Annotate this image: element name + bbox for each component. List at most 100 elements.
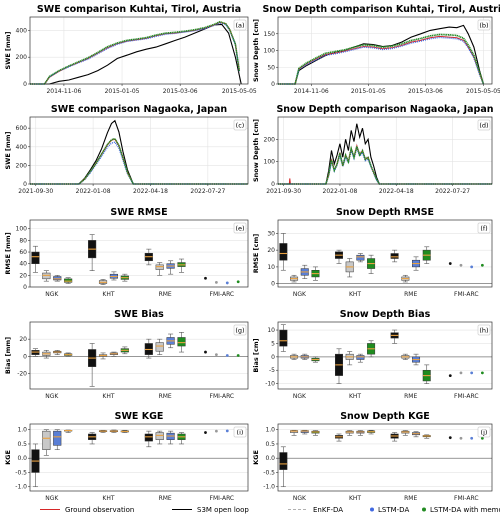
tick-label-x: 2015-05-05 <box>466 88 500 95</box>
category-label: FMI-ARC <box>454 393 479 400</box>
box-body <box>42 272 51 280</box>
tick-label-x: 2014-11-06 <box>294 88 329 95</box>
box-enkf <box>401 353 410 360</box>
panel-title: SWE RMSE <box>110 207 167 218</box>
category-label: KHT <box>349 291 361 298</box>
point-enkf <box>214 280 218 284</box>
point-s3m <box>204 431 207 434</box>
box-enkf <box>98 279 108 285</box>
legend-label: S3M open loop <box>197 506 249 514</box>
box-lstm_mem <box>311 356 320 363</box>
box-enkf <box>155 338 164 355</box>
tick-label-y: 0 <box>23 81 27 88</box>
tick-label-y: 400 <box>16 27 28 34</box>
box-s3m <box>334 433 343 442</box>
box-s3m <box>144 248 153 266</box>
series-line-lstm <box>278 146 492 185</box>
panel-title: SWE comparison Kuhtai, Tirol, Austria <box>37 4 241 15</box>
tick-label-y: 0.0 <box>265 455 275 462</box>
box-s3m <box>144 430 153 448</box>
box-lstm <box>300 353 309 360</box>
box-s3m <box>334 348 343 384</box>
series-line-enkf <box>30 137 248 185</box>
box-body <box>155 264 164 270</box>
tick-label-y: 1.0 <box>265 427 275 434</box>
axis-label-y: Snow Depth [cm] <box>252 19 260 82</box>
box-lstm <box>412 256 421 271</box>
panel-f: Snow Depth RMSE RMSE [cm] 0 10 20 30 NGK KHT RME… <box>252 207 493 298</box>
tick-label-y: -20 <box>17 371 27 378</box>
tick-label-y: 400 <box>16 144 28 151</box>
plot-frame <box>29 116 249 185</box>
axis-label-y: Bias [cm] <box>252 338 260 372</box>
panel-label: (g) <box>235 327 244 335</box>
axis-label-y: KGE <box>4 450 12 465</box>
tick-label-x: 2015-01-05 <box>351 88 386 95</box>
axis-label-y: SWE [mm] <box>4 131 12 169</box>
tick-label-y: 10 <box>267 327 275 334</box>
tick-label-y: 200 <box>264 136 276 143</box>
category-label: KHT <box>349 393 361 400</box>
panel-i: SWE KGE KGE -1.0 -0.5 0.0 0.5 1.0 NGK KHT RME FMI-… <box>4 411 249 502</box>
panel-label-box <box>233 119 247 131</box>
category-label: FMI-ARC <box>454 495 479 502</box>
series-line-enkf <box>278 143 492 185</box>
box-lstm_mem <box>367 340 376 358</box>
box-body <box>279 452 288 470</box>
panel-j: Snow Depth KGE KGE -1.0 -0.5 0.0 0.5 1.0 NGK KHT… <box>252 411 493 502</box>
tick-label-y: 20 <box>19 272 27 279</box>
plot-frame <box>277 423 493 492</box>
series-line-s3m <box>30 119 248 185</box>
tick-label-x: 2022-04-18 <box>379 188 414 195</box>
box-body <box>279 243 288 261</box>
series-line-lstm <box>30 141 248 185</box>
box-s3m <box>88 432 97 445</box>
plot-frame <box>277 116 493 185</box>
series-line-lstm_mem <box>278 33 485 85</box>
box-lstm_mem <box>64 429 73 433</box>
series-line-lstm_mem <box>30 20 241 85</box>
panel-title: Snow Depth Bias <box>340 309 431 320</box>
panel-label: (f) <box>480 225 487 233</box>
box-s3m <box>144 338 153 359</box>
plot-frame <box>277 16 493 85</box>
box-s3m <box>334 249 343 264</box>
box-lstm_mem <box>311 266 320 281</box>
box-s3m <box>390 249 399 263</box>
tick-label-y: 20 <box>267 247 275 254</box>
category-label: KHT <box>102 291 114 298</box>
panel-label: (d) <box>479 122 488 130</box>
panel-label: (h) <box>479 327 488 335</box>
panel-label: (i) <box>237 429 244 437</box>
axis-label-y: KGE <box>252 450 260 465</box>
panel-title: Snow Depth KGE <box>340 411 430 422</box>
box-lstm <box>53 275 62 282</box>
box-lstm_mem <box>177 332 186 353</box>
series-line-s3m <box>30 23 242 85</box>
point-s3m <box>448 262 452 265</box>
panel-title: Snow Depth comparison Nagaoka, Japan <box>276 104 493 115</box>
tick-label-y: 5 <box>271 340 275 347</box>
series-line-lstm_mem <box>30 137 248 185</box>
panel-title: Snow Depth comparison Kuhtai, Tirol, Aus… <box>262 4 500 15</box>
box-enkf <box>42 350 51 359</box>
panel-e: SWE RMSE RMSE [mm] 0 20 40 60 80 100 NGK KHT RME FM… <box>4 207 249 298</box>
tick-label-y: 0 <box>23 181 27 188</box>
series-line-lstm <box>30 22 240 85</box>
tick-label-y: 60 <box>19 249 27 256</box>
box-enkf <box>345 351 354 366</box>
tick-label-y: 600 <box>16 125 28 132</box>
box-lstm_mem <box>367 254 376 274</box>
point-s3m <box>448 374 452 377</box>
category-label: RME <box>159 291 172 298</box>
box-enkf <box>345 258 354 278</box>
point-enkf <box>459 263 463 267</box>
category-label: NGK <box>293 291 307 298</box>
panel-title: SWE Bias <box>114 309 164 320</box>
point-enkf <box>459 371 463 375</box>
point-s3m <box>204 276 207 280</box>
legend: Ground observation S3M open loop EnKF-DA LS… <box>40 506 500 514</box>
box-body <box>356 254 365 261</box>
series-line-lstm <box>278 36 485 85</box>
category-label: NGK <box>293 495 307 502</box>
